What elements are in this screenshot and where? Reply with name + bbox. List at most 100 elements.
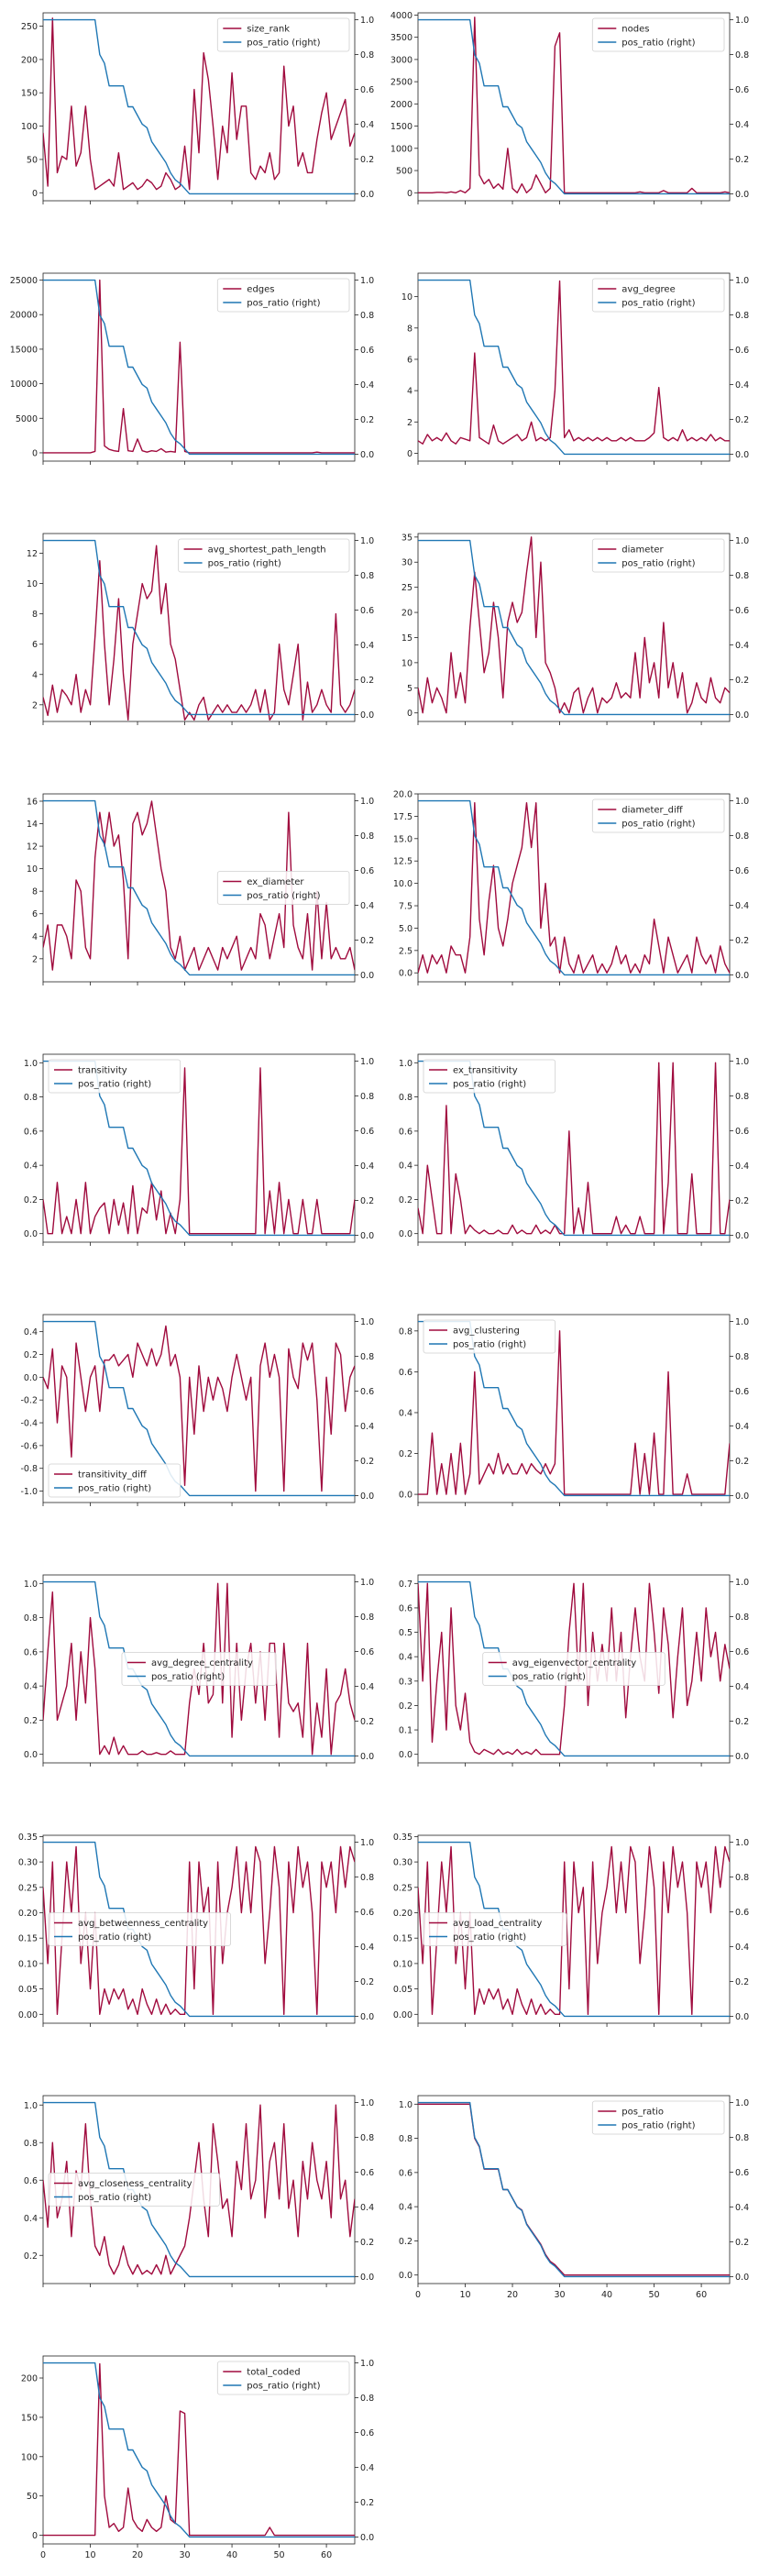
right-tick-label: 0.0 <box>360 1231 374 1241</box>
left-tick-label: 0.00 <box>393 2010 412 2020</box>
right-tick-label: 0.8 <box>735 831 749 842</box>
left-tick-label: 1.0 <box>399 1059 412 1069</box>
right-tick-label: 0.0 <box>735 190 749 200</box>
right-tick-label: 0.4 <box>735 901 749 911</box>
legend-label: transitivity <box>78 1066 127 1076</box>
legend-label: edges <box>247 285 274 295</box>
right-tick-label: 0.8 <box>360 50 374 61</box>
left-tick-label: 4 <box>407 387 412 397</box>
left-tick-label: 150 <box>21 89 38 99</box>
right-tick-label: 0.0 <box>360 1752 374 1762</box>
right-tick-label: 0.6 <box>360 346 374 356</box>
legend-box <box>178 538 350 573</box>
left-tick-label: 0 <box>32 2531 38 2541</box>
left-tick-label: 10 <box>402 292 412 303</box>
left-tick-label: 0.2 <box>24 2251 38 2262</box>
left-tick-label: 0.2 <box>24 1195 38 1205</box>
right-tick-label: 0.2 <box>360 936 374 946</box>
legend-label: avg_clustering <box>453 1327 520 1337</box>
left-tick-label: 1000 <box>390 144 412 154</box>
right-tick-label: 1.0 <box>360 1578 374 1588</box>
legend-label: pos_ratio (right) <box>247 891 320 901</box>
plot-frame <box>42 1834 356 2024</box>
chart-edges: 0 5000 10000 15000 20000 25000 0.0 0.2 0.4 0.6 0.8… <box>10 272 374 465</box>
x-tick-label: 0 <box>415 2290 421 2300</box>
series-ex-transitivity <box>418 1062 730 1235</box>
left-tick-label: 0.2 <box>24 1350 38 1360</box>
legend-label: total_coded <box>247 2368 300 2378</box>
legend-box <box>216 2361 350 2395</box>
chart-ex-diameter: 2 4 6 8 10 12 14 16 0.0 0.2 0.4 0.6 0.8 1.0 ex_diamete… <box>27 793 374 985</box>
right-tick-label: 0.6 <box>735 606 749 616</box>
right-tick-label: 0.4 <box>360 1161 374 1172</box>
left-tick-label: 10000 <box>10 380 38 390</box>
left-tick-label: 0.6 <box>399 2168 412 2178</box>
chart-avg-closeness-centrality: 0.2 0.4 0.6 0.8 1.0 0.0 0.2 0.4 0.6 0.8 1.0 avg_clo… <box>24 2095 374 2287</box>
left-tick-label: 3000 <box>390 55 412 65</box>
legend: size_rank pos_ratio (right) <box>216 17 350 52</box>
left-tick-label: 50 <box>27 2492 38 2502</box>
right-tick-label: 0.2 <box>360 2238 374 2248</box>
left-tick-label: 1500 <box>390 122 412 132</box>
left-tick-label: 12 <box>27 842 38 853</box>
x-tick-label: 60 <box>696 2290 707 2300</box>
left-tick-label: 25000 <box>10 276 38 286</box>
left-tick-label: 50 <box>27 155 38 165</box>
legend-box <box>216 871 350 905</box>
series-pos-ratio <box>43 2101 355 2278</box>
right-tick-label: 0.8 <box>735 2133 749 2143</box>
left-tick-label: 35 <box>402 533 412 543</box>
chart-pos-ratio: 0.0 0.2 0.4 0.6 0.8 1.0 0.0 0.2 0.4 0.6 0.8 1.0 0 10 2… <box>399 2095 749 2300</box>
right-tick-label: 0.0 <box>735 971 749 981</box>
right-tick-label: 0.4 <box>360 1422 374 1432</box>
left-tick-label: 0.2 <box>399 1195 412 1205</box>
legend-box <box>216 17 350 52</box>
x-tick-label: 50 <box>649 2290 660 2300</box>
plot-frame <box>42 793 356 983</box>
legend-label: avg_betweenness_centrality <box>78 1919 208 1929</box>
series-avg-degree-centrality <box>43 1582 355 1756</box>
series-total-coded <box>43 2362 355 2537</box>
left-tick-label: 0.4 <box>24 2214 38 2224</box>
legend-label: pos_ratio (right) <box>622 820 695 830</box>
legend: ex_diameter pos_ratio (right) <box>216 871 350 905</box>
series-pos-ratio <box>43 2361 355 2538</box>
legend: avg_eigenvector_centrality pos_ratio (rig… <box>482 1652 666 1686</box>
right-tick-label: 0.4 <box>360 641 374 651</box>
right-tick-label: 0.2 <box>735 415 749 425</box>
legend: pos_ratio pos_ratio (right) <box>591 2100 725 2135</box>
series-transitivity-diff <box>43 1325 355 1492</box>
left-tick-label: 0.05 <box>18 1985 38 1995</box>
legend-box <box>482 1652 666 1686</box>
left-tick-label: 2 <box>32 954 38 964</box>
series-edges <box>43 279 355 454</box>
series-avg-degree <box>418 280 730 445</box>
right-tick-label: 1.0 <box>360 2359 374 2369</box>
left-tick-label: 2500 <box>390 78 412 88</box>
left-tick-label: -0.8 <box>20 1464 38 1474</box>
left-tick-label: 4 <box>32 670 38 680</box>
chart-diameter-diff: 0.0 2.5 5.0 7.5 10.0 12.5 15.0 17.5 20.0 0.0 0.2 0.… <box>393 790 749 985</box>
series-pos-ratio <box>43 279 355 456</box>
left-tick-label: 0.2 <box>24 1716 38 1726</box>
right-tick-label: 1.0 <box>735 797 749 807</box>
chart-total-coded: 0 50 100 150 200 0.0 0.2 0.4 0.6 0.8 1.0 0 10 20 30 40 5… <box>21 2355 374 2560</box>
right-tick-label: 0.8 <box>735 571 749 581</box>
left-tick-label: 10 <box>402 658 412 668</box>
legend-box <box>591 538 725 573</box>
left-tick-label: 0.8 <box>24 1093 38 1103</box>
left-tick-label: 0 <box>32 448 38 458</box>
series-avg-clustering <box>418 1330 730 1495</box>
right-tick-label: 0.2 <box>360 1977 374 1987</box>
right-tick-label: 0.6 <box>360 2168 374 2178</box>
left-tick-label: 0.4 <box>24 1682 38 1692</box>
right-tick-label: 1.0 <box>735 1317 749 1327</box>
legend: nodes pos_ratio (right) <box>591 17 725 52</box>
legend-label: pos_ratio (right) <box>78 1080 151 1090</box>
left-tick-label: 10 <box>27 579 38 589</box>
chart-avg-degree: 0 2 4 6 8 10 0.0 0.2 0.4 0.6 0.8 1.0 avg_degree pos_r… <box>402 272 749 465</box>
legend-label: pos_ratio (right) <box>151 1672 225 1682</box>
left-tick-label: 0.6 <box>24 1647 38 1657</box>
left-tick-label: 0.8 <box>24 1613 38 1624</box>
series-pos-ratio <box>43 1320 355 1497</box>
